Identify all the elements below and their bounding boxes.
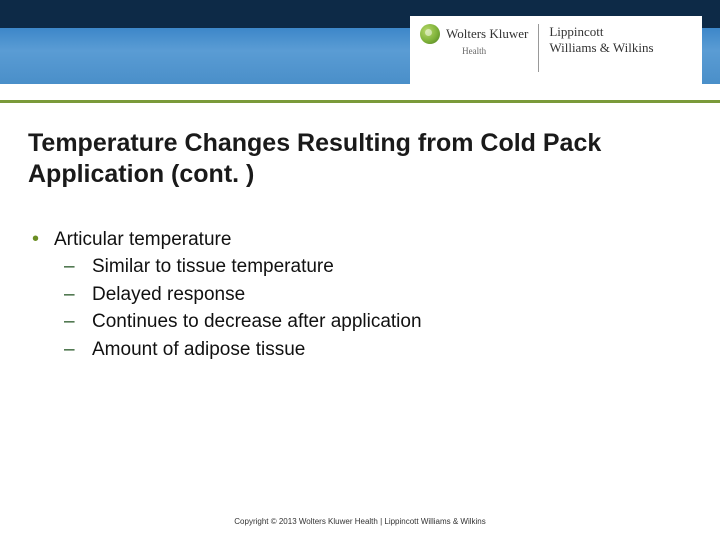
slide-content: Temperature Changes Resulting from Cold … — [0, 100, 720, 363]
green-divider-rule — [0, 100, 720, 103]
header-bar: Wolters Kluwer Health Lippincott William… — [0, 0, 720, 100]
sub-bullet-item: Delayed response — [54, 282, 692, 308]
lippincott-block: Lippincott Williams & Wilkins — [549, 24, 653, 55]
sub-bullet-item: Similar to tissue temperature — [54, 254, 692, 280]
copyright-footer: Copyright © 2013 Wolters Kluwer Health |… — [0, 517, 720, 526]
sub-bullet-text: Similar to tissue temperature — [92, 256, 334, 277]
lippincott-line2: Williams & Wilkins — [549, 40, 653, 56]
wolters-kluwer-icon — [420, 24, 440, 44]
sub-bullet-list: Similar to tissue temperature Delayed re… — [54, 254, 692, 363]
bullet-item: Articular temperature Similar to tissue … — [28, 227, 692, 363]
wolters-kluwer-subtitle: Health — [462, 46, 486, 56]
sub-bullet-text: Amount of adipose tissue — [92, 339, 305, 360]
bullet-text: Articular temperature — [54, 229, 231, 250]
sub-bullet-text: Continues to decrease after application — [92, 311, 422, 332]
lippincott-line1: Lippincott — [549, 24, 653, 40]
sub-bullet-item: Amount of adipose tissue — [54, 337, 692, 363]
publisher-logo-box: Wolters Kluwer Health Lippincott William… — [410, 16, 702, 88]
sub-bullet-text: Delayed response — [92, 284, 245, 305]
slide-title: Temperature Changes Resulting from Cold … — [28, 128, 692, 191]
wolters-kluwer-block: Wolters Kluwer Health — [420, 24, 528, 56]
sub-bullet-item: Continues to decrease after application — [54, 309, 692, 335]
bullet-list: Articular temperature Similar to tissue … — [28, 227, 692, 363]
logo-divider — [538, 24, 539, 72]
wolters-kluwer-name: Wolters Kluwer — [446, 26, 528, 42]
